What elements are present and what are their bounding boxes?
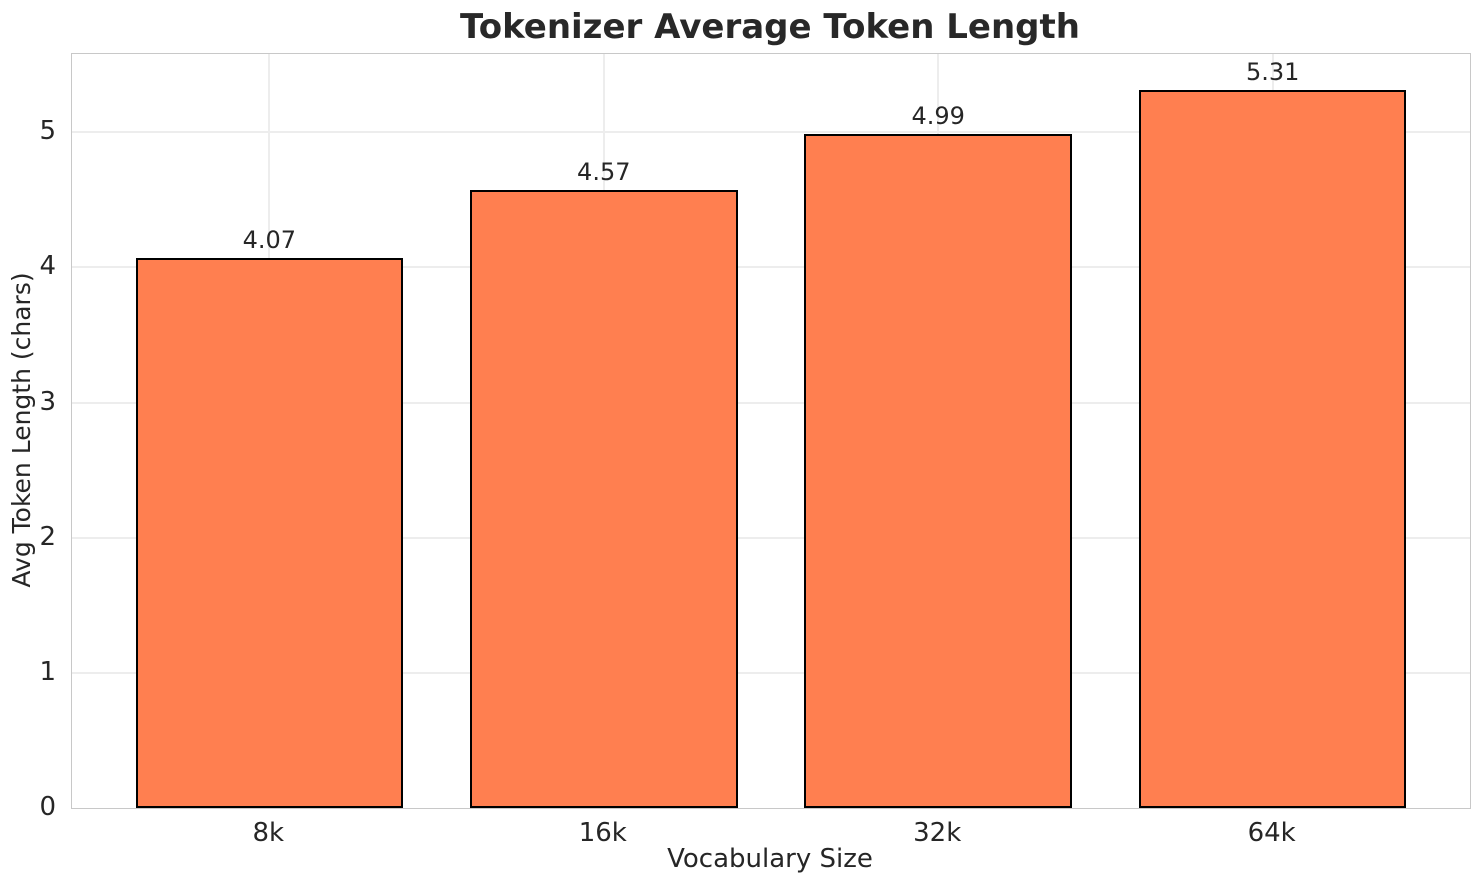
x-tick-label: 8k <box>252 818 285 848</box>
bar <box>469 190 738 808</box>
y-tick-label: 2 <box>39 521 56 552</box>
y-tick-label: 5 <box>39 116 56 147</box>
y-tick-label: 0 <box>39 792 56 822</box>
x-tick-label: 16k <box>578 818 627 848</box>
bar <box>1138 90 1407 808</box>
bar-value-label: 4.99 <box>911 101 965 130</box>
bar-value-label: 5.31 <box>1245 58 1300 87</box>
chart-title: Tokenizer Average Token Length <box>460 7 1080 47</box>
bar <box>135 258 404 808</box>
y-tick-label: 1 <box>39 656 56 687</box>
x-axis-label: Vocabulary Size <box>667 844 873 874</box>
h-gridline <box>72 401 1470 404</box>
bar-value-label: 4.57 <box>577 158 631 187</box>
plot-area: 4.07 4.57 4.99 5.31 <box>71 53 1471 809</box>
x-tick-label: 32k <box>913 818 962 848</box>
bar-value-label: 4.07 <box>242 226 297 255</box>
h-gridline <box>72 536 1470 539</box>
h-gridline <box>72 266 1470 269</box>
bar <box>804 133 1072 808</box>
y-tick-label: 3 <box>39 386 56 417</box>
h-gridline <box>72 671 1470 674</box>
y-tick-label: 4 <box>39 251 56 282</box>
h-gridline <box>72 131 1470 134</box>
y-axis-tick-labels: 0 1 2 3 4 5 <box>0 53 56 820</box>
x-axis-tick-labels: 8k 16k 32k 64k <box>71 815 1469 848</box>
x-tick-label: 64k <box>1247 818 1296 848</box>
